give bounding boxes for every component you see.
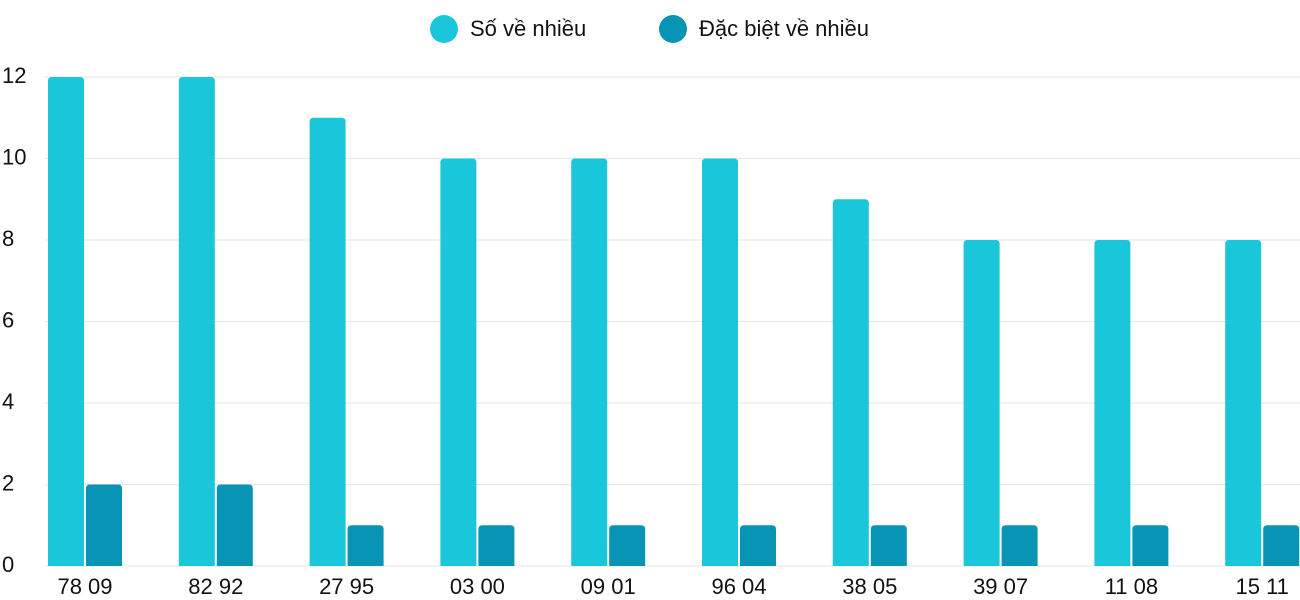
legend-label[interactable]: Đặc biệt về nhiều	[699, 16, 869, 41]
x-tick-label: 11 08	[1105, 574, 1158, 599]
bar	[571, 158, 608, 566]
x-tick-label: 15 11	[1235, 574, 1288, 599]
bar	[963, 240, 1000, 566]
bar	[1263, 525, 1300, 566]
x-tick-label: 38 05	[842, 574, 897, 599]
x-tick-label: 96 04	[711, 574, 766, 599]
bar	[1001, 525, 1038, 566]
y-tick-label: 2	[2, 470, 14, 495]
bar	[1094, 240, 1131, 566]
x-tick-label: 09 01	[581, 574, 636, 599]
y-tick-label: 6	[2, 307, 14, 332]
bar	[832, 199, 869, 566]
bar	[870, 525, 907, 566]
bar	[1132, 525, 1169, 566]
y-tick-label: 4	[2, 389, 14, 414]
y-tick-label: 8	[2, 226, 14, 251]
legend-marker[interactable]	[659, 15, 687, 43]
bar	[440, 158, 477, 566]
bar	[86, 484, 122, 566]
bar	[609, 525, 646, 566]
bar	[740, 525, 776, 566]
legend-marker[interactable]	[430, 15, 458, 43]
bar	[478, 525, 515, 566]
bar	[347, 525, 384, 566]
bar	[216, 484, 253, 566]
x-tick-label: 27 95	[319, 574, 374, 599]
bar	[702, 158, 738, 566]
legend-label[interactable]: Số về nhiều	[470, 16, 586, 41]
bar	[1225, 240, 1262, 566]
y-tick-label: 0	[2, 552, 14, 577]
x-tick-label: 78 09	[57, 574, 112, 599]
x-tick-label: 39 07	[973, 574, 1028, 599]
y-tick-label: 12	[2, 63, 26, 88]
bar	[309, 117, 346, 566]
y-tick-label: 10	[2, 144, 26, 169]
x-tick-label: 03 00	[450, 574, 505, 599]
bar	[48, 77, 84, 566]
x-tick-label: 82 92	[188, 574, 243, 599]
bar	[178, 77, 215, 566]
